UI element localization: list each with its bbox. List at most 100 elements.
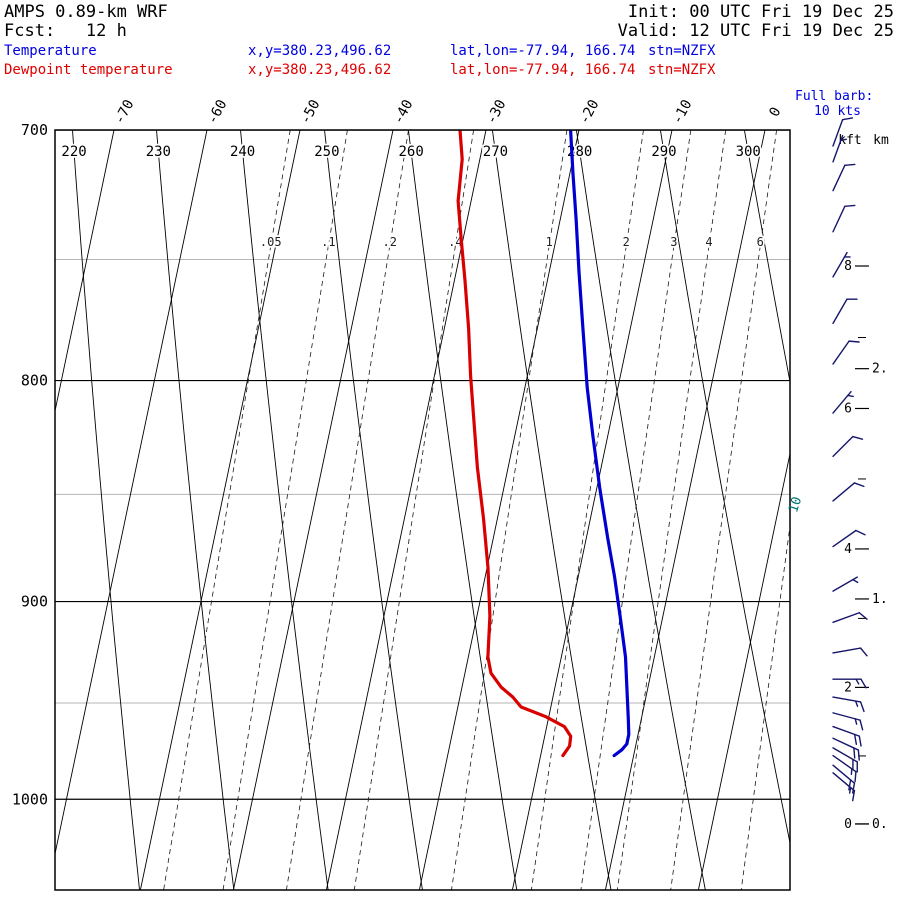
mixing-ratio-line — [616, 130, 727, 890]
dry-adiabat-line — [324, 130, 423, 890]
barb-legend-line2: 10 kts — [814, 104, 861, 119]
mixing-ratio-line — [353, 130, 474, 890]
mixing-ratio-label: 2 — [623, 235, 630, 249]
mixing-ratio-label: .4 — [448, 235, 462, 249]
mixing-ratio-line — [670, 130, 777, 890]
km-tick-label: 2. — [872, 362, 888, 377]
wind-barb — [832, 737, 860, 761]
dry-adiabat-label: 300 — [736, 144, 761, 160]
isotherm-line — [232, 130, 394, 890]
dry-adiabat-label: 240 — [230, 144, 255, 160]
mixing-ratio-label: 6 — [757, 235, 764, 249]
dry-adiabat-label: 270 — [483, 144, 508, 160]
kft-tick-label: 2 — [844, 680, 852, 695]
isotherm-label: -70 — [111, 97, 137, 127]
model-title: AMPS 0.89-km WRF — [4, 2, 168, 22]
wind-barb — [832, 576, 859, 592]
wind-barb — [832, 340, 860, 365]
dry-adiabat-line — [0, 130, 46, 894]
isotherm-label: -50 — [297, 97, 323, 127]
isotherm-label: -60 — [204, 97, 230, 127]
dry-adiabat-label: 260 — [399, 144, 424, 160]
barb-legend-line1: Full barb: — [795, 89, 874, 104]
km-tick-label: 1. — [872, 592, 888, 607]
wind-barb — [832, 482, 865, 502]
dewpoint-station: stn=NZFX — [648, 62, 716, 78]
isotherm-label: -30 — [483, 97, 509, 127]
wind-barb — [832, 678, 867, 689]
mixing-ratio-label: .1 — [321, 235, 335, 249]
isotherm-label: -40 — [390, 97, 416, 127]
isotherm-label: -10 — [669, 97, 695, 127]
dry-adiabat-line — [407, 130, 518, 890]
mixing-ratio-edge-label: 10 — [786, 495, 805, 515]
mixing-ratio-line — [222, 130, 348, 890]
temperature-grid-xy: x,y=380.23,496.62 — [248, 43, 392, 59]
wind-barb — [832, 764, 856, 794]
valid-time: Valid: 12 UTC Fri 19 Dec 25 — [617, 21, 894, 41]
wind-barb — [832, 696, 865, 713]
dry-adiabat-label: 220 — [61, 144, 86, 160]
legend-temperature-label: Temperature — [4, 43, 97, 59]
dry-adiabat-line — [240, 130, 329, 890]
kft-tick-label: 8 — [844, 259, 852, 274]
isotherm-line — [604, 130, 766, 890]
temperature-latlon: lat,lon=-77.94, 166.74 — [450, 43, 636, 59]
mixing-ratio-line — [286, 130, 409, 890]
wind-barb — [832, 134, 847, 163]
wind-barb — [832, 612, 868, 624]
kft-axis-header: kft — [838, 133, 861, 148]
kft-tick-label: 6 — [844, 401, 852, 416]
wind-barb — [832, 712, 864, 731]
pressure-label: 800 — [21, 372, 48, 390]
plot-border — [54, 129, 791, 891]
wind-barb — [832, 725, 862, 747]
legend-dewpoint-label: Dewpoint temperature — [4, 62, 173, 78]
dewpoint-grid-xy: x,y=380.23,496.62 — [248, 62, 392, 78]
dry-adiabat-line — [156, 130, 235, 890]
wind-barb — [832, 647, 868, 657]
forecast-hour: Fcst: 12 h — [4, 21, 127, 41]
mixing-ratio-line — [580, 130, 692, 890]
wind-barb — [832, 390, 854, 414]
dry-adiabat-label: 230 — [146, 144, 171, 160]
mixing-ratio-label: 3 — [670, 235, 677, 249]
dry-adiabat-line — [743, 130, 790, 385]
pressure-label: 700 — [21, 121, 48, 139]
pressure-label: 1000 — [12, 790, 48, 808]
isotherm-line — [418, 130, 580, 890]
dewpoint-latlon: lat,lon=-77.94, 166.74 — [450, 62, 636, 78]
wind-barb — [832, 117, 854, 147]
dry-adiabat-label: 290 — [651, 144, 676, 160]
km-axis-header: km — [873, 133, 889, 148]
wind-barb — [832, 204, 856, 233]
dry-adiabat-line — [491, 130, 612, 890]
isotherm-label: 0 — [766, 105, 784, 120]
dry-adiabat-line — [575, 130, 706, 890]
mixing-ratio-label: 1 — [546, 235, 553, 249]
dry-adiabat-line — [659, 130, 790, 846]
isotherm-line — [511, 130, 673, 890]
wind-barb — [832, 772, 856, 802]
init-time: Init: 00 UTC Fri 19 Dec 25 — [627, 2, 894, 22]
dry-adiabat-label: 250 — [314, 144, 339, 160]
wind-barb — [832, 747, 858, 773]
dry-adiabat-line — [72, 130, 140, 890]
wind-barb — [832, 298, 858, 325]
isotherm-line — [325, 130, 487, 890]
isotherm-label: -20 — [576, 97, 602, 127]
temperature-station: stn=NZFX — [648, 43, 716, 59]
km-tick-label: 0. — [872, 817, 888, 832]
wind-barb — [832, 754, 857, 783]
kft-tick-label: 0 — [844, 817, 852, 832]
mixing-ratio-label: .05 — [260, 235, 282, 249]
mixing-ratio-line — [740, 523, 790, 890]
pressure-label: 900 — [21, 593, 48, 611]
plot-area: 220 230 240 250 260 270 280 290 300.05.1.2.4 1 2 3 4… — [0, 130, 790, 894]
mixing-ratio-line — [530, 130, 644, 890]
wind-barb — [832, 251, 851, 278]
temperature-trace — [568, 130, 631, 758]
wind-barb — [832, 163, 856, 192]
